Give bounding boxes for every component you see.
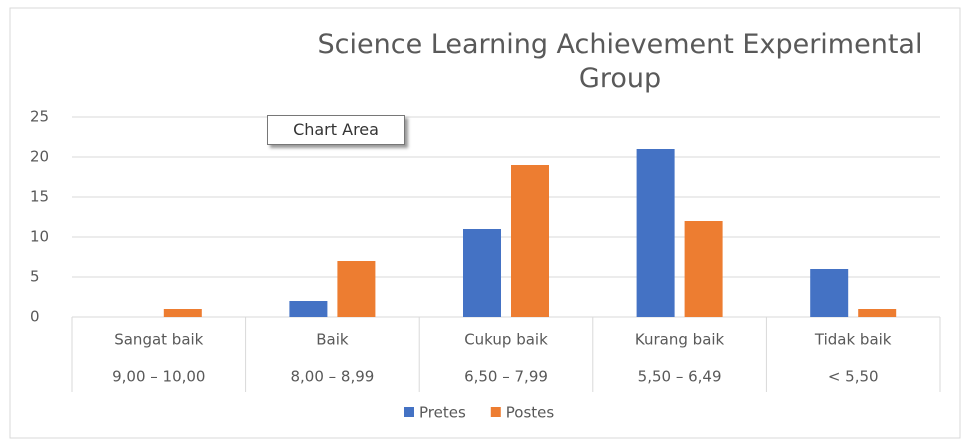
y-tick-label: 10: [30, 228, 49, 246]
y-tick-label: 25: [30, 108, 49, 126]
bar: [163, 309, 202, 317]
legend-label: Postes: [506, 404, 555, 422]
bar: [511, 165, 549, 317]
x-range-label: 6,50 – 7,99: [464, 368, 548, 386]
x-tick-label: Sangat baik: [114, 331, 203, 349]
bar: [463, 229, 501, 317]
x-tick-label: Cukup baik: [464, 331, 548, 349]
x-tick-label: Baik: [316, 331, 349, 349]
tooltip: Chart Area: [267, 115, 405, 145]
chart-border: [9, 7, 961, 439]
x-range-label: 9,00 – 10,00: [112, 368, 205, 386]
bar: [684, 221, 723, 317]
x-range-label: < 5,50: [828, 368, 879, 386]
x-range-label: 5,50 – 6,49: [638, 368, 722, 386]
y-tick-label: 5: [30, 268, 40, 286]
chart-title: Science Learning Achievement Experimenta…: [317, 29, 923, 94]
bar: [858, 309, 897, 317]
bar: [289, 301, 328, 317]
y-tick-label: 0: [30, 308, 40, 326]
y-tick-label: 20: [30, 148, 49, 166]
legend-label: Pretes: [419, 404, 466, 422]
x-tick-label: Tidak baik: [814, 331, 892, 349]
bar: [810, 269, 849, 317]
x-range-label: 8,00 – 8,99: [290, 368, 374, 386]
bar: [337, 261, 376, 317]
legend-swatch: [404, 407, 414, 417]
bar: [636, 149, 675, 317]
legend-swatch: [490, 407, 501, 417]
x-tick-label: Kurang baik: [635, 331, 725, 349]
y-tick-label: 15: [30, 188, 49, 206]
